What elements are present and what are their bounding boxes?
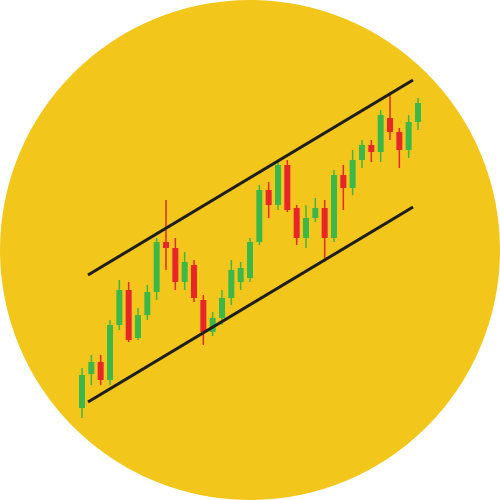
candle-body xyxy=(256,190,263,242)
candle-body xyxy=(116,290,123,325)
candle-body xyxy=(153,242,160,292)
channel-lower xyxy=(87,205,414,404)
candle-body xyxy=(321,208,328,238)
candle-body xyxy=(284,165,291,210)
candle-body xyxy=(265,190,272,205)
candle-body xyxy=(415,103,421,122)
channel-upper xyxy=(87,78,414,277)
candle-body xyxy=(209,318,216,332)
candle-body xyxy=(387,118,393,132)
candle-body xyxy=(172,248,179,282)
candle-body xyxy=(237,268,244,282)
candle-body xyxy=(125,290,132,340)
candle-body xyxy=(144,292,151,315)
candle-body xyxy=(247,242,253,278)
candle-body xyxy=(275,165,281,205)
candle-body xyxy=(368,145,375,152)
candle-body xyxy=(405,122,412,150)
candle-body xyxy=(312,208,319,218)
candle-body xyxy=(349,160,356,188)
candle-body xyxy=(97,362,104,380)
candle-body xyxy=(107,325,113,380)
candle-body xyxy=(135,315,141,338)
candle-body xyxy=(340,175,347,188)
candle-body xyxy=(219,298,225,318)
candle-body xyxy=(88,362,95,374)
candle-body xyxy=(303,218,309,238)
candle-body xyxy=(200,300,207,332)
candle-body xyxy=(331,175,337,238)
candle-body xyxy=(191,265,197,298)
candle-body xyxy=(377,115,384,152)
candle-body xyxy=(228,270,235,298)
candles xyxy=(79,92,421,418)
candle-body xyxy=(79,375,85,408)
candle-body xyxy=(359,145,365,160)
candle-body xyxy=(163,242,169,248)
candle-body xyxy=(181,262,188,282)
candle-body xyxy=(293,208,300,238)
candle-body xyxy=(396,132,403,150)
